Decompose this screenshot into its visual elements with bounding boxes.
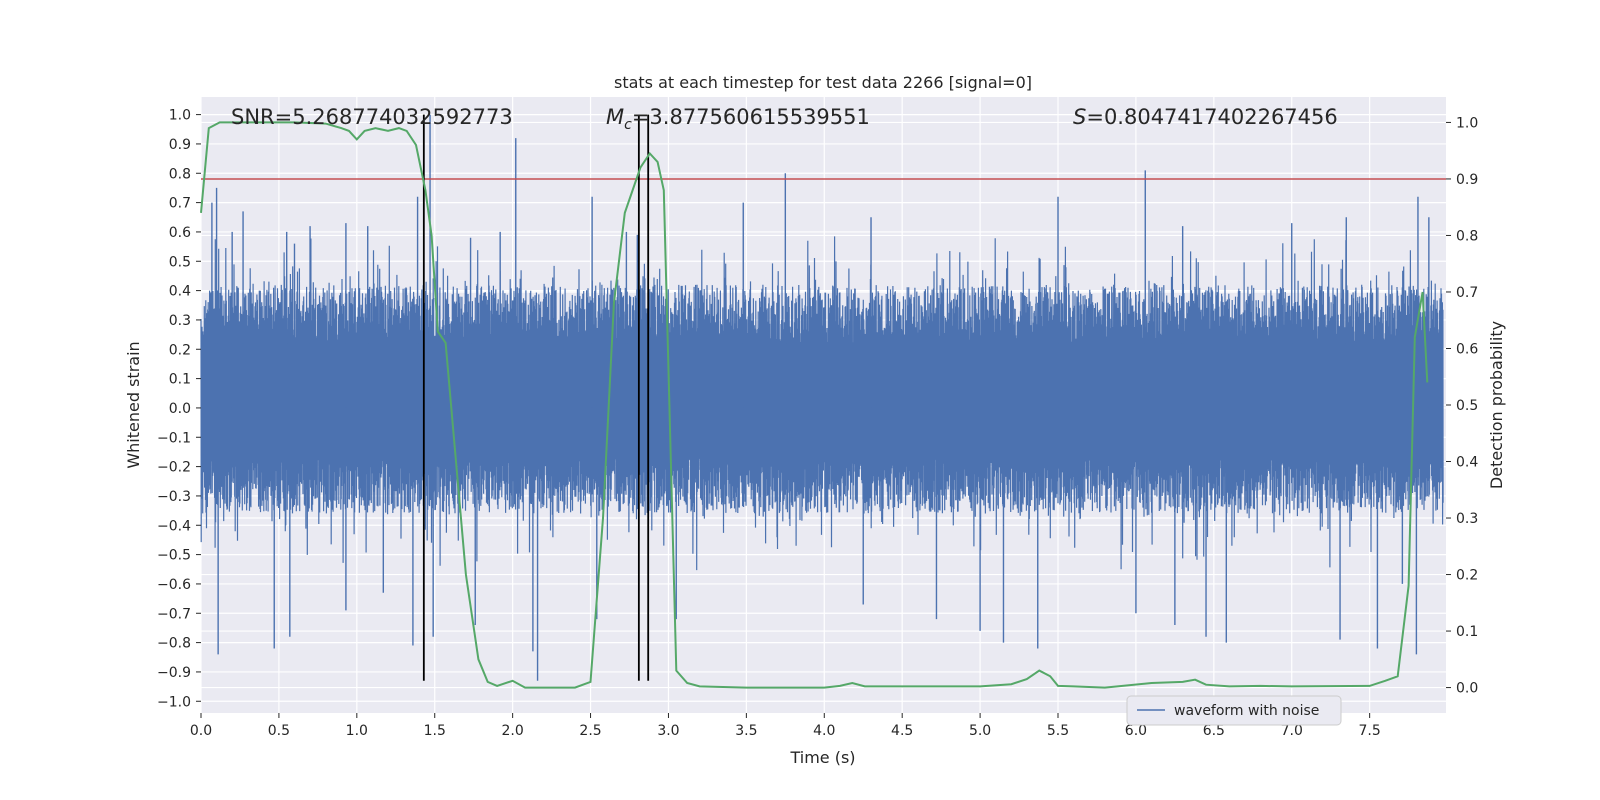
x-tick-label: 6.0 [1125,723,1147,739]
x-tick-label: 5.0 [969,723,991,739]
y2-tick-label: 0.4 [1456,455,1478,471]
y-tick-label: 0.8 [169,166,191,182]
detection-probability-layer [200,121,1429,689]
x-tick-label: 1.0 [346,723,368,739]
y-tick-label: 0.9 [169,137,191,153]
x-tick-label: 0.5 [268,723,290,739]
chirp-mass-symbol: M [606,105,624,129]
s-annotation: S=0.8047417402267456 [1073,105,1338,129]
y2-tick-label: 0.7 [1456,285,1478,301]
marker-vertical-lines [422,114,650,681]
chart-title: stats at each timestep for test data 226… [614,73,1032,92]
detection-probability-line [200,121,1429,689]
x-tick-label: 3.5 [735,723,757,739]
waveform-with-noise-series [200,114,1444,681]
y-tick-label: −0.2 [157,460,191,476]
x-tick-label: 5.5 [1047,723,1069,739]
chirp-mass-annotation: Mc=3.877560615539551 [606,105,870,133]
chirp-mass-value: =3.877560615539551 [632,105,870,129]
axes-ticks: 0.0 0.5 1.0 1.5 2.0 2.5 3.0 3.5 4.0 4.5 5.0 5.5 6.0 6… [157,108,1478,739]
x-tick-label: 2.5 [579,723,601,739]
x-tick-label: 7.0 [1281,723,1303,739]
legend-box [1126,695,1342,726]
waveform-core-band [201,343,1443,458]
x-tick-label: 6.5 [1203,723,1225,739]
y-tick-label: −0.6 [157,577,191,593]
x-tick-label: 4.5 [891,723,913,739]
y-tick-label: 0.3 [169,313,191,329]
y2-tick-label: 0.1 [1456,624,1478,640]
s-symbol: S [1073,105,1086,129]
x-tick-label: 0.0 [190,723,212,739]
chirp-mass-subscript: c [624,117,632,133]
x-tick-label: 1.5 [424,723,446,739]
y-tick-label: 0.5 [169,254,191,270]
snr-annotation: SNR=5.268774032592773 [231,105,513,129]
y-tick-label: −0.7 [157,606,191,622]
legend: waveform with noise [1126,695,1342,726]
legend-label-waveform: waveform with noise [1174,703,1319,719]
y-tick-label: 0.7 [169,196,191,212]
y2-tick-label: 1.0 [1456,115,1478,131]
y2-tick-label: 0.9 [1456,172,1478,188]
y-tick-label: 0.0 [169,401,191,417]
y-tick-label: −0.1 [157,430,191,446]
x-tick-label: 2.0 [502,723,524,739]
y2-tick-label: 0.8 [1456,228,1478,244]
y2-axis-title: Detection probability [1487,321,1506,489]
y-tick-label: −0.5 [157,548,191,564]
y2-tick-label: 0.3 [1456,511,1478,527]
y2-tick-label: 0.5 [1456,398,1478,414]
y-tick-label: −0.9 [157,665,191,681]
y2-tick-label: 0.6 [1456,341,1478,357]
x-tick-label: 7.5 [1359,723,1381,739]
y-tick-label: 0.1 [169,372,191,388]
y-axis-title: Whitened strain [124,341,143,468]
x-axis-title: Time (s) [789,748,855,767]
y-tick-label: 1.0 [169,108,191,124]
y-tick-label: 0.4 [169,284,191,300]
y2-tick-label: 0.2 [1456,568,1478,584]
y-tick-label: 0.6 [169,225,191,241]
y2-tick-label: 0.0 [1456,681,1478,697]
y-tick-label: −0.3 [157,489,191,505]
x-tick-label: 3.0 [657,723,679,739]
y-tick-label: −1.0 [157,694,191,710]
s-value: =0.8047417402267456 [1086,105,1337,129]
y-tick-label: −0.8 [157,636,191,652]
y-tick-label: 0.2 [169,342,191,358]
y-tick-label: −0.4 [157,518,191,534]
x-tick-label: 4.0 [813,723,835,739]
